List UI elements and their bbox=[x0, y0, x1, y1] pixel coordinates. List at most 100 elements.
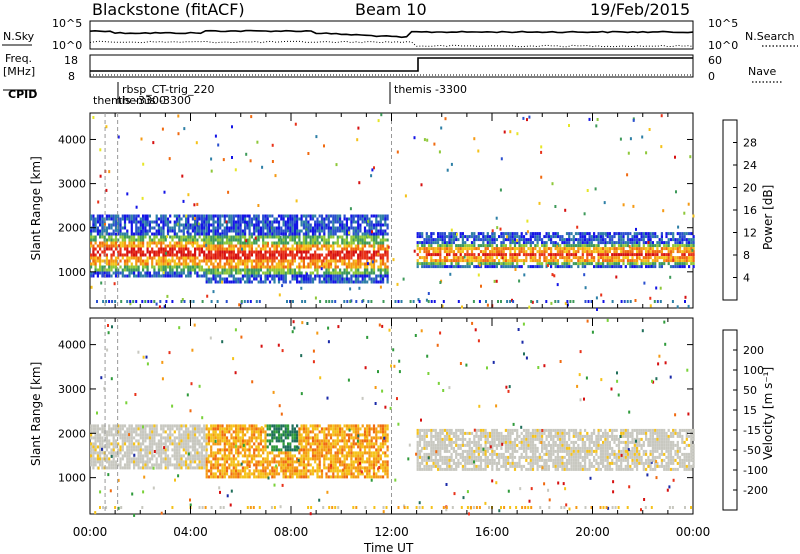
heatmap-cell bbox=[561, 250, 564, 254]
heatmap-cell bbox=[232, 235, 235, 239]
heatmap-cell bbox=[121, 214, 124, 218]
heatmap-cell bbox=[135, 460, 138, 464]
heatmap-cell bbox=[180, 466, 183, 470]
heatmap-cell bbox=[128, 448, 131, 452]
heatmap-cell bbox=[232, 259, 235, 263]
heatmap-cell bbox=[350, 277, 353, 281]
heatmap-cell bbox=[479, 250, 483, 254]
heatmap-cell bbox=[689, 155, 692, 159]
heatmap-cell bbox=[288, 233, 291, 237]
heatmap-cell bbox=[160, 238, 163, 242]
heatmap-cell bbox=[439, 265, 442, 269]
heatmap-cell bbox=[173, 271, 176, 275]
heatmap-cell bbox=[311, 280, 315, 284]
heatmap-cell bbox=[262, 445, 265, 449]
heatmap-cell bbox=[235, 475, 238, 479]
heatmap-cell bbox=[282, 262, 285, 266]
heatmap-cell bbox=[103, 433, 106, 437]
heatmap-cell bbox=[656, 244, 659, 248]
heatmap-cell bbox=[289, 271, 292, 275]
heatmap-cell bbox=[133, 217, 136, 221]
heatmap-cell bbox=[430, 262, 433, 266]
heatmap-cell bbox=[166, 250, 170, 254]
heatmap-cell bbox=[187, 247, 190, 251]
heatmap-cell bbox=[185, 226, 188, 230]
heatmap-cell bbox=[484, 259, 487, 263]
heatmap-cell bbox=[262, 265, 265, 269]
heatmap-cell bbox=[110, 235, 113, 239]
heatmap-cell bbox=[613, 244, 616, 248]
heatmap-cell bbox=[271, 232, 274, 236]
heatmap-cell bbox=[513, 250, 517, 254]
heatmap-cell bbox=[123, 259, 127, 263]
heatmap-cell bbox=[198, 253, 201, 257]
heatmap-cell bbox=[135, 457, 138, 461]
heatmap-cell bbox=[196, 448, 199, 452]
heatmap-cell bbox=[114, 238, 118, 242]
heatmap-cell bbox=[162, 256, 165, 260]
heatmap-cell bbox=[121, 235, 124, 239]
heatmap-cell bbox=[196, 430, 199, 434]
heatmap-cell bbox=[128, 439, 131, 443]
heatmap-cell bbox=[153, 454, 156, 458]
heatmap-cell bbox=[164, 457, 167, 461]
heatmap-cell bbox=[615, 259, 618, 263]
heatmap-cell bbox=[300, 214, 303, 218]
heatmap-cell bbox=[237, 448, 240, 452]
heatmap-cell bbox=[363, 229, 367, 233]
heatmap-cell bbox=[372, 214, 376, 218]
heatmap-cell bbox=[228, 265, 231, 269]
heatmap-cell bbox=[563, 247, 566, 251]
heatmap-cell bbox=[527, 238, 530, 242]
heatmap-cell bbox=[372, 265, 376, 269]
heatmap-cell bbox=[565, 244, 569, 248]
heatmap-cell bbox=[135, 220, 138, 224]
heatmap-cell bbox=[316, 226, 319, 230]
heatmap-cell bbox=[142, 253, 145, 257]
heatmap-cell bbox=[212, 430, 215, 434]
heatmap-cell bbox=[300, 277, 303, 281]
heatmap-cell bbox=[126, 214, 129, 218]
heatmap-cell bbox=[656, 241, 659, 245]
heatmap-cell bbox=[205, 271, 208, 275]
heatmap-cell bbox=[230, 256, 233, 260]
heatmap-cell bbox=[142, 244, 145, 248]
heatmap-cell bbox=[207, 430, 210, 434]
heatmap-cell bbox=[329, 253, 333, 257]
heatmap-cell bbox=[327, 214, 330, 218]
heatmap-cell bbox=[119, 247, 122, 251]
heatmap-cell bbox=[254, 236, 257, 240]
heatmap-cell bbox=[507, 265, 510, 269]
heatmap-cell bbox=[329, 256, 333, 260]
heatmap-cell bbox=[307, 223, 310, 227]
heatmap-cell bbox=[216, 475, 220, 479]
heatmap-cell bbox=[157, 433, 160, 437]
heatmap-cell bbox=[596, 308, 598, 311]
heatmap-cell bbox=[232, 265, 235, 269]
heatmap-cell bbox=[443, 238, 446, 242]
heatmap-cell bbox=[244, 451, 247, 455]
heatmap-cell bbox=[645, 259, 648, 263]
heatmap-cell bbox=[92, 229, 95, 233]
heatmap-cell bbox=[343, 217, 346, 221]
heatmap-cell bbox=[121, 244, 124, 248]
heatmap-cell bbox=[323, 241, 326, 245]
heatmap-cell bbox=[538, 247, 541, 251]
heatmap-cell bbox=[250, 457, 253, 461]
heatmap-cell bbox=[108, 451, 111, 455]
heatmap-cell bbox=[279, 236, 282, 239]
heatmap-cell bbox=[137, 457, 140, 461]
heatmap-cell bbox=[552, 241, 555, 245]
heatmap-cell bbox=[223, 439, 226, 443]
heatmap-cell bbox=[139, 427, 142, 431]
heatmap-cell bbox=[221, 244, 224, 248]
heatmap-cell bbox=[475, 238, 478, 242]
heatmap-cell bbox=[615, 265, 618, 269]
heatmap-cell bbox=[642, 235, 645, 239]
heatmap-cell bbox=[273, 430, 276, 434]
heatmap-cell bbox=[135, 427, 138, 431]
heatmap-cell bbox=[250, 424, 253, 428]
heatmap-cell bbox=[101, 439, 104, 443]
heatmap-cell bbox=[110, 244, 113, 248]
heatmap-cell bbox=[146, 463, 149, 467]
